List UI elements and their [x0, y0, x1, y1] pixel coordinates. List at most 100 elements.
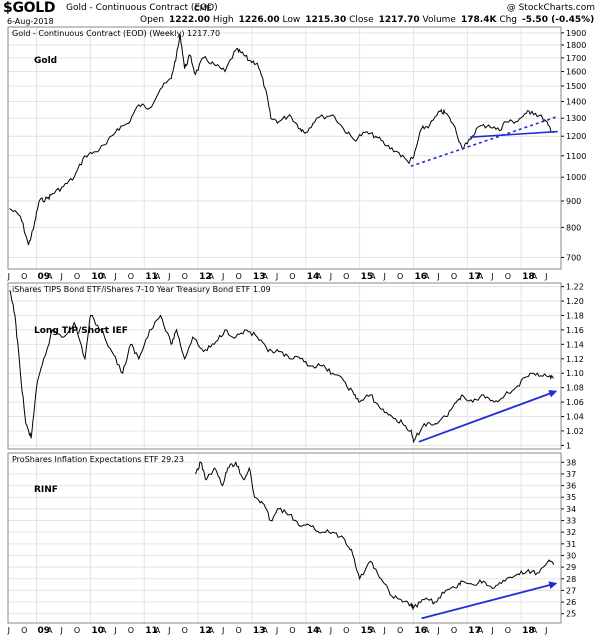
x-month-label: O	[74, 272, 80, 281]
volume-label: Volume	[422, 15, 456, 25]
low-value: 1215.30	[305, 15, 347, 25]
x-month-label: A	[532, 626, 538, 635]
x-month-label: O	[235, 272, 241, 281]
x-month-label: O	[397, 272, 403, 281]
panel-3-ytick-label: 38	[566, 458, 576, 467]
x-year-label: 17	[468, 626, 481, 636]
x-month-label: J	[113, 626, 116, 635]
panel-2-frame	[7, 282, 562, 450]
x-month-label: A	[478, 272, 484, 281]
x-month-label: O	[182, 626, 188, 635]
panel-3-price-line	[194, 460, 554, 611]
x-year-label: 15	[361, 272, 374, 282]
panel-2-ytick-label: 1.14	[566, 340, 584, 349]
panel-1-ytick-label: 1300	[566, 114, 586, 123]
x-month-label: O	[235, 626, 241, 635]
panel-3-ytick-label: 32	[566, 528, 576, 537]
x-year-label: 10	[91, 272, 104, 282]
x-year-label: 10	[91, 626, 104, 636]
panel-2-trendline-arrow	[418, 389, 558, 443]
x-month-label: A	[424, 626, 430, 635]
low-label: Low	[282, 15, 301, 25]
x-year-label: 18	[522, 272, 535, 282]
x-month-label: A	[316, 626, 322, 635]
x-year-label: 11	[145, 626, 158, 636]
exchange-label: CME	[194, 4, 212, 13]
x-month-label: A	[155, 272, 161, 281]
panel-3-frame	[7, 452, 562, 624]
x-month-label: J	[490, 272, 493, 281]
x-month-label: A	[101, 272, 107, 281]
x-month-label: J	[59, 272, 62, 281]
x-month-label: A	[424, 272, 430, 281]
x-month-label: O	[128, 272, 134, 281]
x-month-label: O	[74, 626, 80, 635]
panel-1-ytick-label: 1400	[566, 98, 586, 107]
panel-3-ytick-label: 34	[566, 505, 576, 514]
panel-3-ytick-label: 27	[566, 586, 576, 595]
x-month-label: A	[47, 626, 53, 635]
x-month-label: J	[329, 626, 332, 635]
panel-1-ytick-label: 1600	[566, 68, 586, 77]
x-month-label: J	[383, 272, 386, 281]
x-year-label: 11	[145, 272, 158, 282]
quote-strip: Open 1222.00 High 1226.00 Low 1215.30 Close…	[140, 15, 594, 25]
panel-2-ytick-label: 1.20	[566, 297, 584, 306]
x-year-label: 14	[307, 626, 320, 636]
panel-2-ytick-label: 1.12	[566, 355, 584, 364]
x-month-label: J	[544, 626, 547, 635]
panel-1-trendline-solid	[469, 130, 558, 138]
x-year-label: 16	[414, 626, 427, 636]
x-month-label: J	[167, 626, 170, 635]
panel-2-annotation: Long TIP/Short IEF	[34, 326, 128, 336]
x-year-label: 15	[361, 626, 374, 636]
instrument-description: Gold - Continuous Contract (EOD)	[66, 3, 218, 13]
panel-3-annotation: RINF	[34, 485, 58, 495]
panel-3-ytick-label: 26	[566, 598, 576, 607]
panel-1-title: Gold - Continuous Contract (EOD) (Weekly…	[12, 29, 220, 38]
panel-3-ytick-label: 28	[566, 575, 576, 584]
x-month-label: A	[370, 626, 376, 635]
x-month-label: J	[221, 272, 224, 281]
x-month-label: J	[329, 272, 332, 281]
x-month-label: O	[289, 272, 295, 281]
x-year-label: 09	[38, 272, 51, 282]
panel-2-title: iShares TIPS Bond ETF/iShares 7-10 Year …	[12, 285, 271, 294]
x-month-label: A	[155, 626, 161, 635]
x-month-label: J	[436, 272, 439, 281]
panel-1-frame	[7, 26, 562, 270]
close-value: 1217.70	[378, 15, 420, 25]
x-month-label: J	[113, 272, 116, 281]
x-month-label: O	[451, 272, 457, 281]
x-month-label: J	[383, 626, 386, 635]
x-month-label: A	[478, 626, 484, 635]
open-label: Open	[140, 15, 165, 25]
panel-1-ytick-label: 1200	[566, 132, 586, 141]
x-month-label: O	[128, 626, 134, 635]
x-year-label: 13	[253, 626, 266, 636]
panel-2-ytick-label: 1.02	[566, 427, 584, 436]
panel-3-ytick-label: 29	[566, 563, 576, 572]
panel-3-ytick-label: 36	[566, 482, 576, 491]
x-month-label: J	[275, 626, 278, 635]
x-month-label: J	[59, 626, 62, 635]
panel-1-ytick-label: 1100	[566, 152, 586, 161]
x-month-label: A	[209, 626, 215, 635]
x-month-label: O	[343, 272, 349, 281]
volume-value: 178.4K	[460, 15, 497, 25]
panel-2-ytick-label: 1	[566, 441, 571, 450]
x-year-label: 12	[199, 272, 212, 282]
x-month-label: O	[21, 272, 27, 281]
x-month-label: A	[262, 272, 268, 281]
panel-1-ytick-label: 1700	[566, 54, 586, 63]
panel-2-ytick-label: 1.04	[566, 413, 584, 422]
x-month-label: A	[101, 626, 107, 635]
panel-3-title: ProShares Inflation Expectations ETF 29.…	[12, 455, 184, 464]
x-month-label: J	[436, 626, 439, 635]
panel-3-ytick-label: 33	[566, 517, 576, 526]
x-month-label: A	[316, 272, 322, 281]
panel-2-ytick-label: 1.10	[566, 369, 584, 378]
panel-1-ytick-label: 900	[566, 197, 581, 206]
panel-1-price-line	[9, 33, 554, 246]
x-month-label: A	[262, 626, 268, 635]
